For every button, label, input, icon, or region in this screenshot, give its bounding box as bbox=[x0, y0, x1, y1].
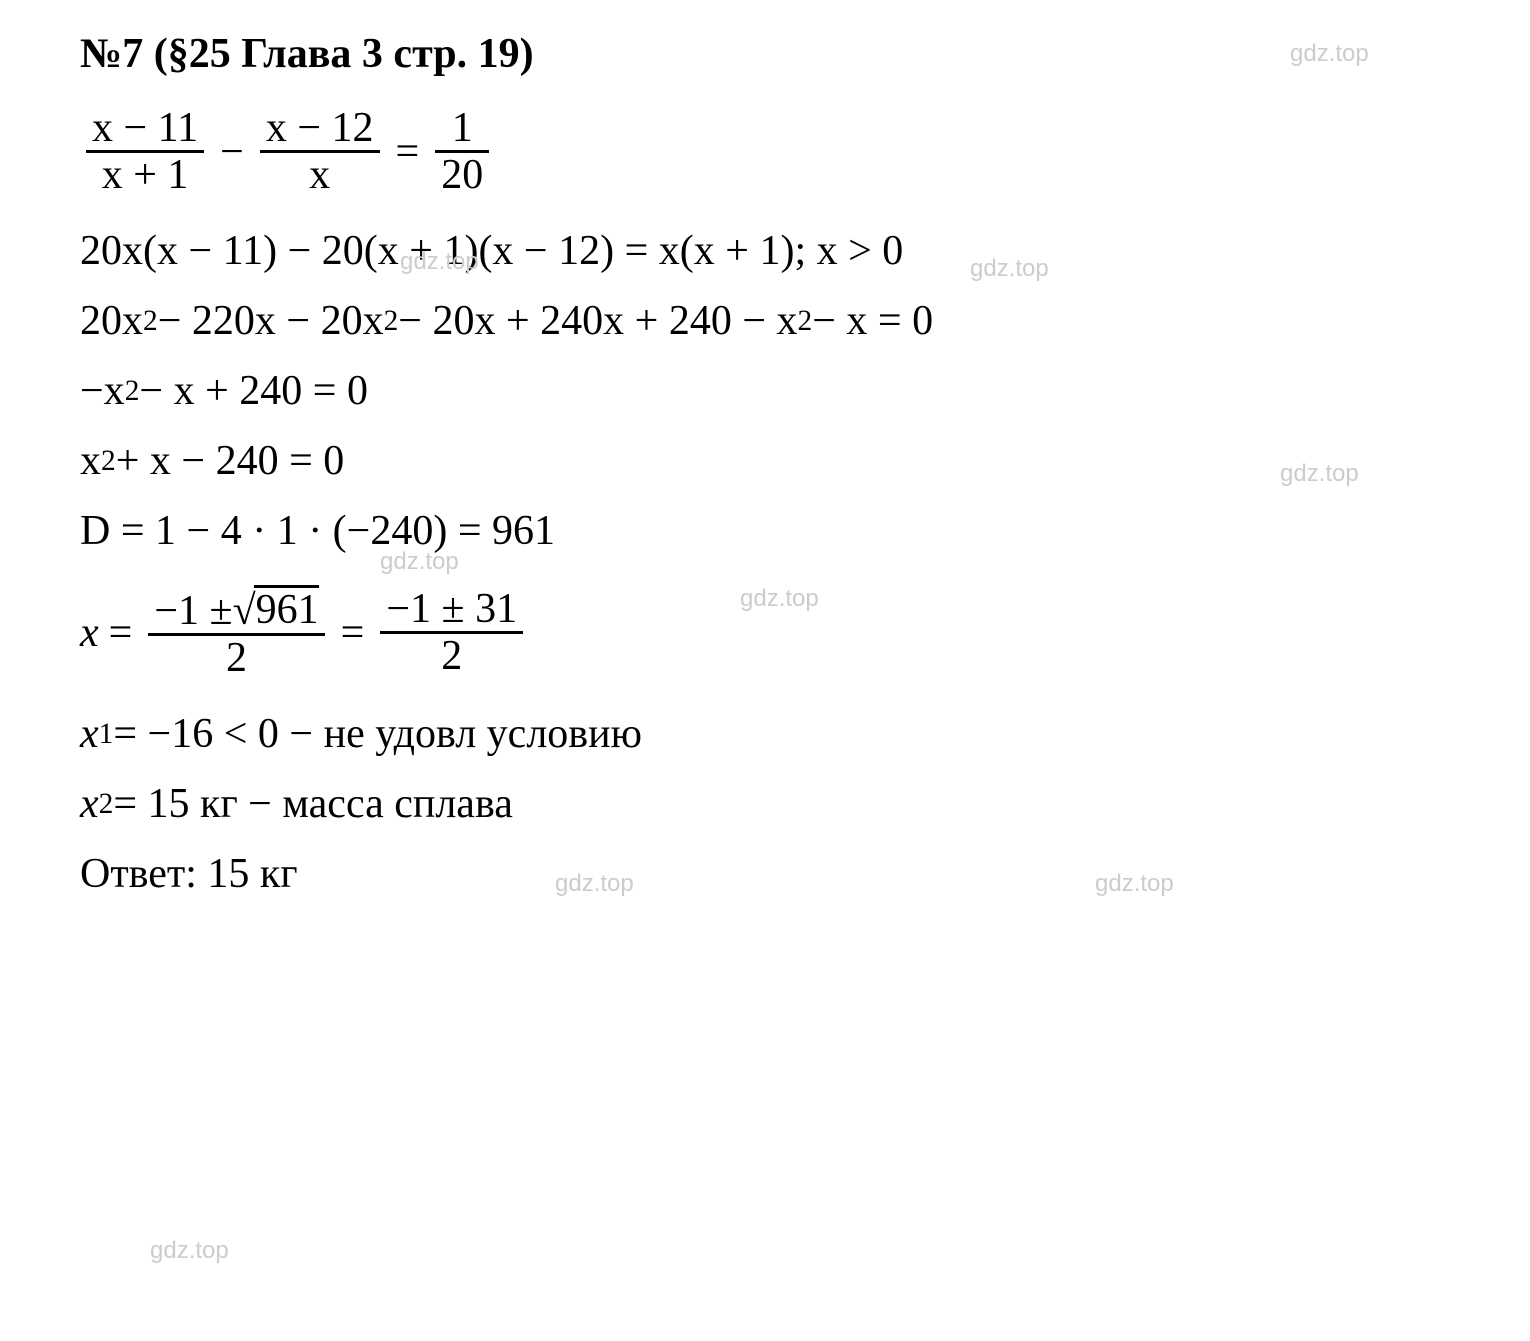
frac2-den: x bbox=[303, 153, 336, 197]
fraction-7b: −1 ± 31 2 bbox=[380, 587, 523, 678]
sqrt-961: √961 bbox=[233, 585, 319, 632]
radicand: 961 bbox=[256, 588, 319, 632]
answer-line: Ответ: 15 кг bbox=[80, 850, 1450, 898]
fraction-7a: −1 ± √961 2 bbox=[148, 585, 324, 680]
eq-op: = bbox=[396, 128, 420, 176]
equation-line-7: x = −1 ± √961 2 = −1 ± 31 2 bbox=[80, 585, 1450, 680]
l3-m2: − 20x + 240x + 240 − x bbox=[398, 297, 797, 345]
equation-line-1: x − 11 x + 1 − x − 12 x = 1 20 bbox=[80, 106, 1450, 197]
l4-b: − x + 240 = 0 bbox=[139, 367, 368, 415]
frac7a-num: −1 ± √961 bbox=[148, 585, 324, 633]
document-content: №7 (§25 Глава 3 стр. 19) x − 11 x + 1 − … bbox=[80, 30, 1450, 920]
fraction-2: x − 12 x bbox=[260, 106, 380, 197]
frac3-num: 1 bbox=[446, 106, 479, 150]
l5-a: x bbox=[80, 437, 101, 485]
frac1-den: x + 1 bbox=[96, 153, 195, 197]
l3-m1: − 220x − 20x bbox=[158, 297, 384, 345]
frac7b-den: 2 bbox=[435, 634, 468, 678]
equation-line-3: 20x2 − 220x − 20x2 − 20x + 240x + 240 − … bbox=[80, 297, 1450, 345]
l7-x: x bbox=[80, 609, 99, 657]
l5-b: + x − 240 = 0 bbox=[116, 437, 345, 485]
minus-op: − bbox=[220, 128, 244, 176]
equation-line-8: x1 = −16 < 0 − не удовл условию bbox=[80, 710, 1450, 758]
l8-rest: = −16 < 0 − не удовл условию bbox=[113, 710, 642, 758]
problem-title: №7 (§25 Глава 3 стр. 19) bbox=[80, 30, 1450, 78]
l2-text: 20x(x − 11) − 20(x + 1)(x − 12) = x(x + … bbox=[80, 227, 903, 275]
equation-line-9: x2 = 15 кг − масса сплава bbox=[80, 780, 1450, 828]
frac2-num: x − 12 bbox=[260, 106, 380, 150]
equation-line-6: D = 1 − 4 · 1 · (−240) = 961 bbox=[80, 507, 1450, 555]
frac7b-num: −1 ± 31 bbox=[380, 587, 523, 631]
frac1-num: x − 11 bbox=[86, 106, 204, 150]
l4-a: −x bbox=[80, 367, 125, 415]
equation-line-2: 20x(x − 11) − 20(x + 1)(x − 12) = x(x + … bbox=[80, 227, 1450, 275]
l9-x: x bbox=[80, 780, 99, 828]
l3-a: 20x bbox=[80, 297, 143, 345]
equation-line-4: −x2 − x + 240 = 0 bbox=[80, 367, 1450, 415]
watermark: gdz.top bbox=[150, 1237, 229, 1265]
fraction-3: 1 20 bbox=[435, 106, 489, 197]
frac7a-den: 2 bbox=[220, 636, 253, 680]
answer-text: Ответ: 15 кг bbox=[80, 850, 298, 898]
l6-text: D = 1 − 4 · 1 · (−240) = 961 bbox=[80, 507, 555, 555]
l8-x: x bbox=[80, 710, 99, 758]
equation-line-5: x2 + x − 240 = 0 bbox=[80, 437, 1450, 485]
l3-tail: − x = 0 bbox=[812, 297, 933, 345]
l7-eq: = bbox=[109, 609, 133, 657]
radical-symbol: √ bbox=[233, 590, 256, 632]
frac3-den: 20 bbox=[435, 153, 489, 197]
fraction-1: x − 11 x + 1 bbox=[86, 106, 204, 197]
radicand-wrap: 961 bbox=[254, 585, 319, 632]
l9-rest: = 15 кг − масса сплава bbox=[113, 780, 513, 828]
frac7a-num-a: −1 ± bbox=[154, 589, 232, 633]
l7-eq2: = bbox=[341, 609, 365, 657]
